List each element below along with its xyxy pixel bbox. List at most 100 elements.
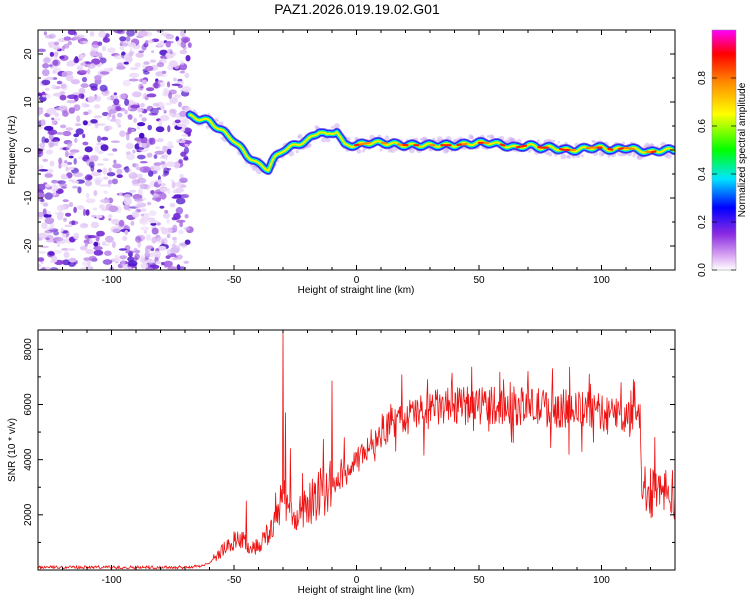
noise-blob	[93, 246, 103, 250]
noise-blob	[74, 138, 77, 143]
noise-blob	[69, 156, 74, 159]
noise-blob	[181, 194, 190, 198]
noise-blob	[54, 112, 59, 117]
noise-blob	[73, 58, 79, 64]
noise-blob	[180, 152, 186, 157]
noise-blob	[86, 193, 90, 199]
noise-blob	[69, 202, 73, 207]
track-halo	[309, 144, 311, 146]
noise-blob	[154, 154, 158, 159]
chart-title: PAZ1.2026.019.19.02.G01	[274, 1, 440, 17]
noise-blob	[57, 205, 64, 212]
noise-blob	[62, 111, 69, 117]
noise-blob	[125, 166, 130, 173]
track-halo	[217, 120, 219, 122]
noise-blob	[50, 161, 55, 167]
noise-blob	[173, 240, 177, 244]
noise-blob	[36, 217, 44, 220]
noise-blob	[43, 58, 51, 64]
noise-blob	[62, 46, 65, 51]
noise-blob	[175, 120, 181, 124]
noise-blob	[94, 115, 102, 118]
track-halo	[561, 154, 567, 160]
noise-blob	[129, 73, 139, 78]
noise-blob	[76, 115, 80, 122]
noise-blob	[107, 114, 110, 121]
snr-ytick-label: 8000	[23, 338, 34, 361]
noise-blob	[101, 144, 109, 151]
noise-blob	[144, 230, 148, 234]
noise-blob	[61, 176, 68, 179]
noise-blob	[54, 250, 62, 254]
noise-blob	[98, 31, 106, 38]
noise-blob	[65, 151, 69, 158]
noise-blob	[166, 255, 171, 259]
noise-blob	[169, 60, 178, 67]
spectrogram-xtick-label: -100	[101, 275, 121, 286]
noise-blob	[74, 158, 77, 165]
noise-blob	[36, 264, 41, 268]
track-halo	[296, 150, 299, 153]
noise-blob	[69, 107, 75, 114]
noise-blob	[85, 243, 88, 247]
noise-blob	[166, 41, 171, 47]
noise-blob	[149, 220, 158, 223]
noise-blob	[152, 82, 160, 88]
noise-blob	[102, 46, 106, 52]
noise-blob	[115, 255, 119, 261]
noise-blob	[157, 43, 162, 47]
noise-blob	[172, 196, 179, 199]
noise-blob	[85, 62, 92, 65]
noise-blob	[163, 261, 173, 268]
noise-blob	[44, 126, 53, 131]
noise-blob	[44, 192, 53, 199]
noise-blob	[62, 72, 68, 77]
colorbar-gradient	[712, 30, 736, 270]
noise-blob	[154, 251, 161, 258]
noise-blob	[164, 110, 167, 114]
noise-blob	[60, 125, 66, 129]
noise-blob	[82, 134, 85, 139]
track-core	[355, 145, 359, 146]
colorbar: 0.00.20.40.60.8 Normalized spectral ampl…	[697, 30, 748, 277]
noise-blob	[109, 206, 119, 213]
noise-blob	[174, 94, 182, 98]
noise-blob	[77, 187, 81, 194]
noise-blob	[77, 67, 84, 71]
noise-blob	[78, 93, 84, 98]
noise-blob	[166, 161, 176, 167]
noise-blob	[44, 31, 47, 35]
snr-xlabel: Height of straight line (km)	[298, 585, 415, 596]
noise-blob	[125, 250, 134, 253]
noise-blob	[97, 169, 102, 172]
spectrogram-xtick-label: 50	[473, 275, 485, 286]
noise-blob	[183, 261, 189, 264]
noise-blob	[173, 78, 177, 82]
noise-blob	[172, 244, 176, 249]
noise-blob	[57, 81, 63, 85]
noise-blob	[54, 42, 59, 46]
noise-blob	[147, 202, 152, 206]
noise-blob	[132, 91, 142, 97]
noise-blob	[129, 190, 136, 193]
noise-blob	[96, 123, 105, 126]
noise-blob	[39, 193, 45, 198]
noise-blob	[119, 220, 125, 227]
noise-blob	[173, 190, 180, 194]
noise-blob	[140, 166, 149, 173]
noise-blob	[184, 227, 190, 231]
noise-blob	[95, 146, 100, 152]
noise-blob	[64, 251, 70, 258]
noise-blob	[177, 141, 186, 144]
noise-blob	[149, 210, 157, 216]
noise-blob	[140, 226, 149, 230]
noise-blob	[86, 209, 90, 216]
noise-blob	[112, 179, 118, 185]
noise-blob	[87, 96, 94, 103]
noise-blob	[112, 164, 122, 169]
noise-blob	[89, 256, 97, 262]
noise-blob	[162, 146, 167, 152]
noise-blob	[46, 149, 53, 154]
